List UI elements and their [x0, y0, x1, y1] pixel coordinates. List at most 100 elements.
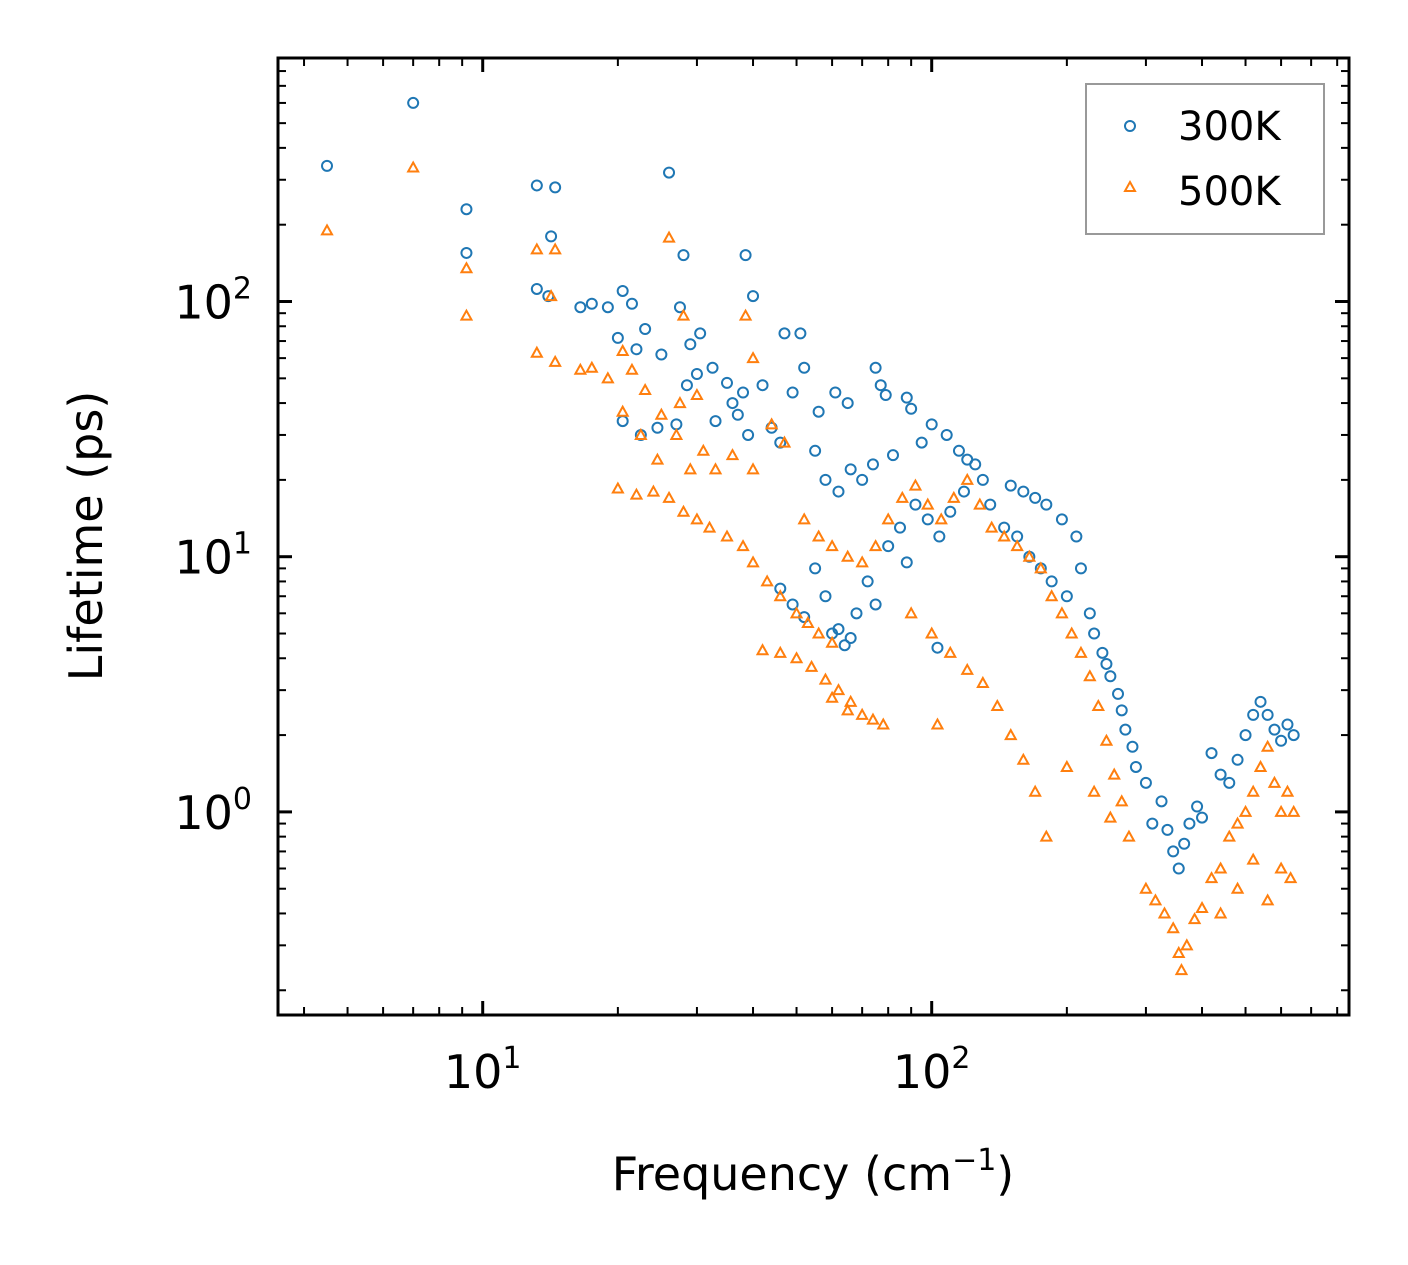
legend-box — [1085, 83, 1325, 235]
data-point — [1161, 823, 1174, 836]
y-tick-label: 101 — [174, 527, 252, 585]
data-point — [984, 498, 997, 511]
data-point — [1044, 589, 1059, 602]
data-point — [320, 223, 334, 236]
data-point — [818, 672, 833, 685]
data-point — [1040, 498, 1053, 511]
data-point — [1287, 729, 1300, 742]
data-point — [819, 473, 832, 486]
data-point — [1213, 861, 1228, 874]
data-point — [1074, 562, 1087, 575]
data-point — [1070, 530, 1083, 543]
data-point — [905, 402, 918, 415]
data-point — [832, 485, 845, 498]
data-point — [1155, 795, 1168, 808]
data-point — [786, 386, 799, 399]
data-point — [921, 513, 934, 526]
data-point — [874, 379, 887, 392]
data-point — [973, 497, 987, 510]
data-point — [1060, 759, 1074, 772]
data-point — [925, 626, 939, 639]
tick-base: 10 — [444, 1045, 503, 1099]
data-point — [931, 641, 944, 654]
data-point — [925, 418, 938, 431]
data-point — [1223, 776, 1236, 789]
data-point — [869, 598, 882, 611]
data-point — [684, 338, 697, 351]
data-point — [1004, 479, 1017, 492]
data-point — [1087, 784, 1101, 797]
data-point — [611, 481, 625, 494]
data-point — [615, 343, 630, 356]
data-point — [1196, 811, 1209, 824]
data-point — [908, 478, 923, 491]
data-point — [819, 590, 832, 603]
data-point — [1115, 704, 1128, 717]
data-point — [1088, 627, 1101, 640]
data-point — [894, 521, 907, 534]
data-point — [990, 698, 1005, 712]
data-point — [1283, 871, 1298, 884]
data-point — [841, 703, 855, 716]
data-point — [843, 694, 858, 707]
data-point — [1213, 906, 1228, 919]
data-point — [615, 404, 630, 417]
data-point — [709, 415, 722, 428]
data-point — [1146, 817, 1159, 830]
data-point — [856, 473, 869, 486]
data-point — [676, 308, 691, 321]
tick-exponent: 1 — [502, 1041, 521, 1076]
data-point — [943, 645, 957, 658]
data-point — [1112, 687, 1125, 700]
data-point — [855, 707, 869, 720]
data-point — [601, 371, 615, 384]
data-point — [777, 435, 792, 448]
data-point — [881, 512, 895, 525]
data-point — [794, 327, 807, 340]
data-point — [1204, 871, 1219, 884]
data-point — [746, 351, 760, 364]
y-tick-label: 102 — [174, 272, 252, 330]
y-tick-label: 100 — [174, 782, 252, 840]
data-point — [1016, 752, 1031, 765]
data-point — [1166, 921, 1180, 934]
data-point — [760, 574, 774, 587]
data-point — [879, 389, 892, 402]
data-point — [1126, 740, 1139, 753]
data-point — [634, 427, 648, 440]
data-point — [804, 659, 819, 672]
data-point — [1191, 800, 1204, 813]
data-point — [976, 675, 990, 688]
data-point — [1222, 829, 1236, 842]
data-point — [984, 520, 999, 533]
data-point — [530, 282, 543, 295]
data-point — [774, 582, 787, 595]
data-point — [1039, 829, 1054, 842]
tick-base: 10 — [174, 276, 233, 330]
y-tick-labels: 100 101 102 — [174, 272, 252, 840]
data-point — [789, 606, 804, 619]
data-point — [773, 589, 787, 602]
data-point — [1286, 804, 1301, 817]
major-ticks — [278, 58, 1349, 1015]
data-point — [1100, 657, 1113, 670]
data-point — [930, 717, 945, 730]
data-point — [895, 490, 909, 503]
data-point — [866, 712, 880, 725]
data-point — [960, 662, 974, 675]
x-axis-label: Frequency (cm−1) — [612, 1143, 1015, 1201]
data-point — [1253, 759, 1268, 772]
data-point — [638, 382, 652, 396]
data-point — [1028, 784, 1042, 797]
x-axis-label-superscript: −1 — [952, 1143, 996, 1178]
tick-base: 10 — [893, 1045, 952, 1099]
data-point — [616, 284, 629, 297]
data-point — [1187, 912, 1202, 925]
data-point — [459, 261, 474, 274]
data-point — [756, 379, 769, 392]
data-point — [1261, 708, 1274, 721]
data-point — [960, 472, 974, 485]
data-point — [1103, 810, 1118, 823]
data-point — [1115, 794, 1129, 807]
data-point — [825, 635, 839, 648]
